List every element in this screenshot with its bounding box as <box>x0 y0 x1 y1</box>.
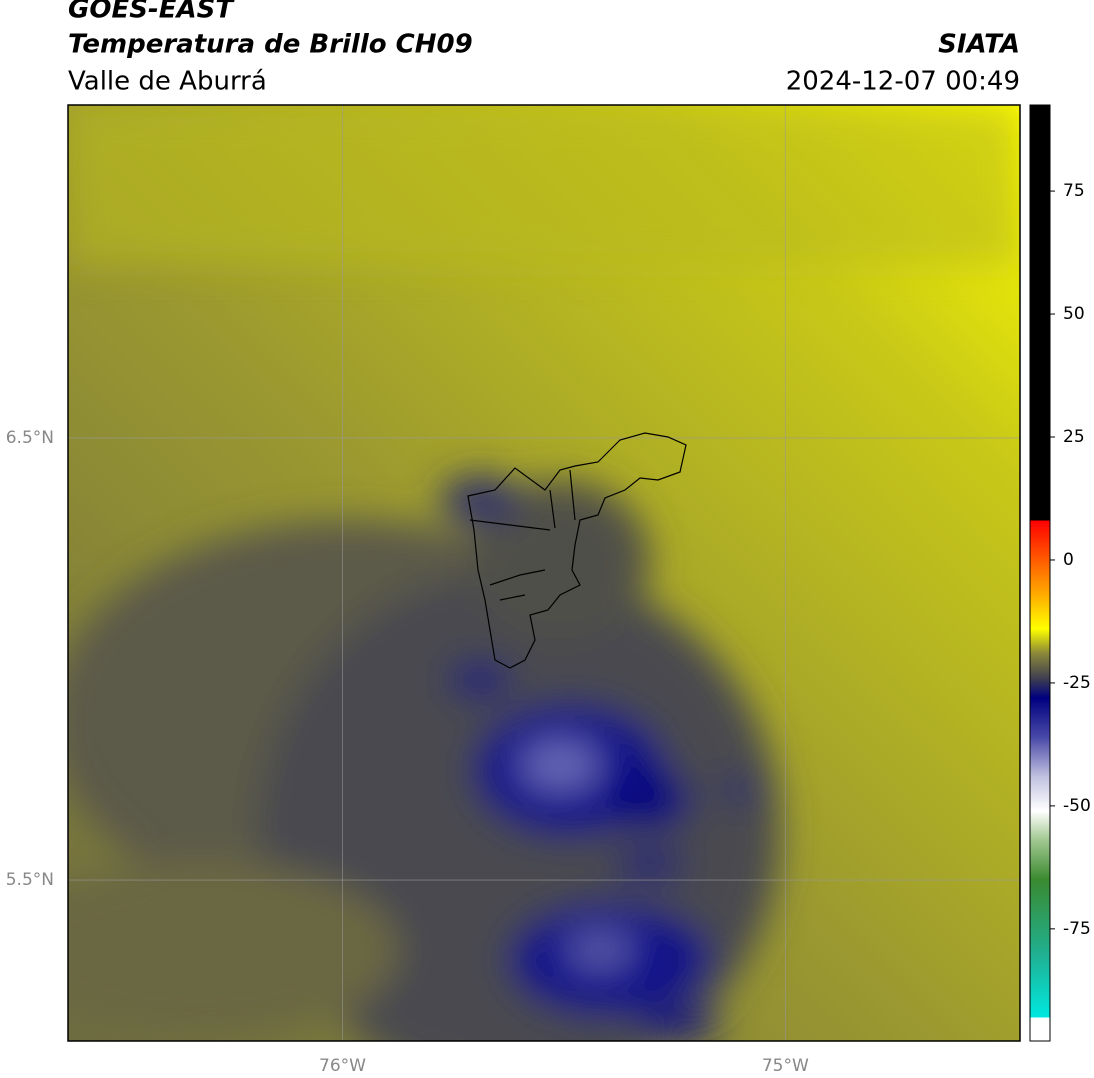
colorbar-tick-label: -75 <box>1063 919 1091 939</box>
colorbar-tick-label: 75 <box>1063 181 1085 201</box>
y-tick-label: 6.5°N <box>6 428 54 448</box>
x-tick-label: 76°W <box>319 1056 366 1076</box>
region: Valle de Aburrá <box>68 67 267 97</box>
colorbar-tick-label: -50 <box>1063 796 1091 816</box>
field <box>68 105 1020 1041</box>
datetime: 2024-12-07 00:49 <box>786 67 1020 97</box>
municipal-boundaries <box>467 432 687 669</box>
colorbar-tick-label: 50 <box>1063 304 1085 324</box>
colorbar <box>1029 104 1051 1042</box>
map-frame <box>67 104 1021 1042</box>
colorbar-tick-label: -25 <box>1063 673 1091 693</box>
y-tick-label: 5.5°N <box>6 870 54 890</box>
agency: SIATA <box>938 30 1020 60</box>
colorbar-tick-label: 0 <box>1063 550 1074 570</box>
subtitle: Temperatura de Brillo CH09 <box>68 30 473 60</box>
title: GOES-EAST <box>68 0 235 25</box>
x-tick-label: 75°W <box>762 1056 809 1076</box>
colorbar-tick-label: 25 <box>1063 427 1085 447</box>
grid <box>68 105 1020 1041</box>
